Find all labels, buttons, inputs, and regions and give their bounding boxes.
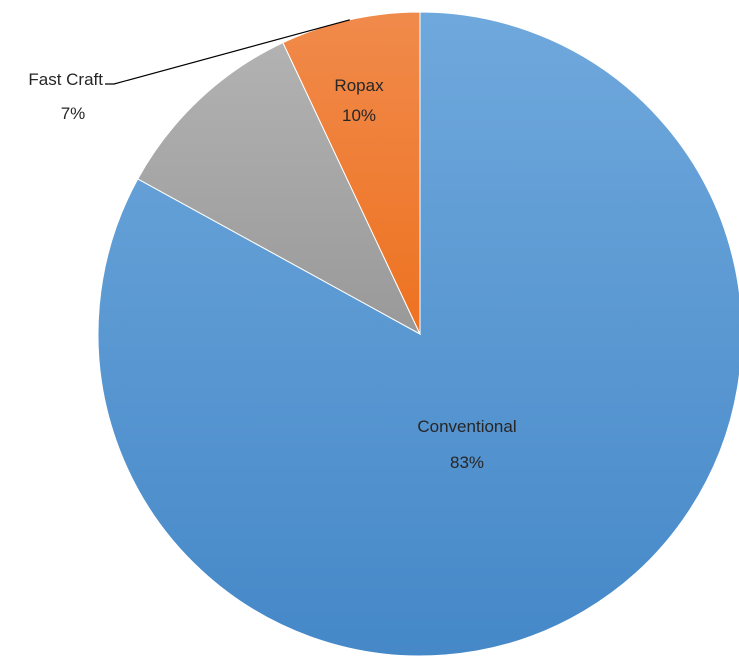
slice-value-ropax: 10% [342,106,376,125]
slice-label-conventional: Conventional [417,417,516,436]
slice-value-fast-craft: 7% [61,104,86,123]
pie-slices [98,12,739,656]
slice-label-fast-craft: Fast Craft [28,70,103,89]
slice-label-ropax: Ropax [334,76,384,95]
slice-value-conventional: 83% [450,453,484,472]
